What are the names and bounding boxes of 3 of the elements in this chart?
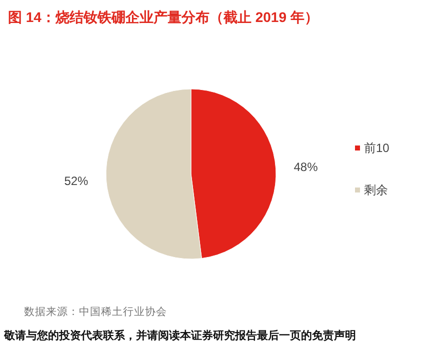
title: 图 14：烧结钕铁硼企业产量分布（截止 2019 年） xyxy=(8,9,318,25)
annotation: 敬请与您的投资代表联系，并请阅读本证券研究报告最后一页的免责声明 xyxy=(4,330,356,342)
annotation: 数据来源：中国稀土行业协会 xyxy=(24,306,167,318)
